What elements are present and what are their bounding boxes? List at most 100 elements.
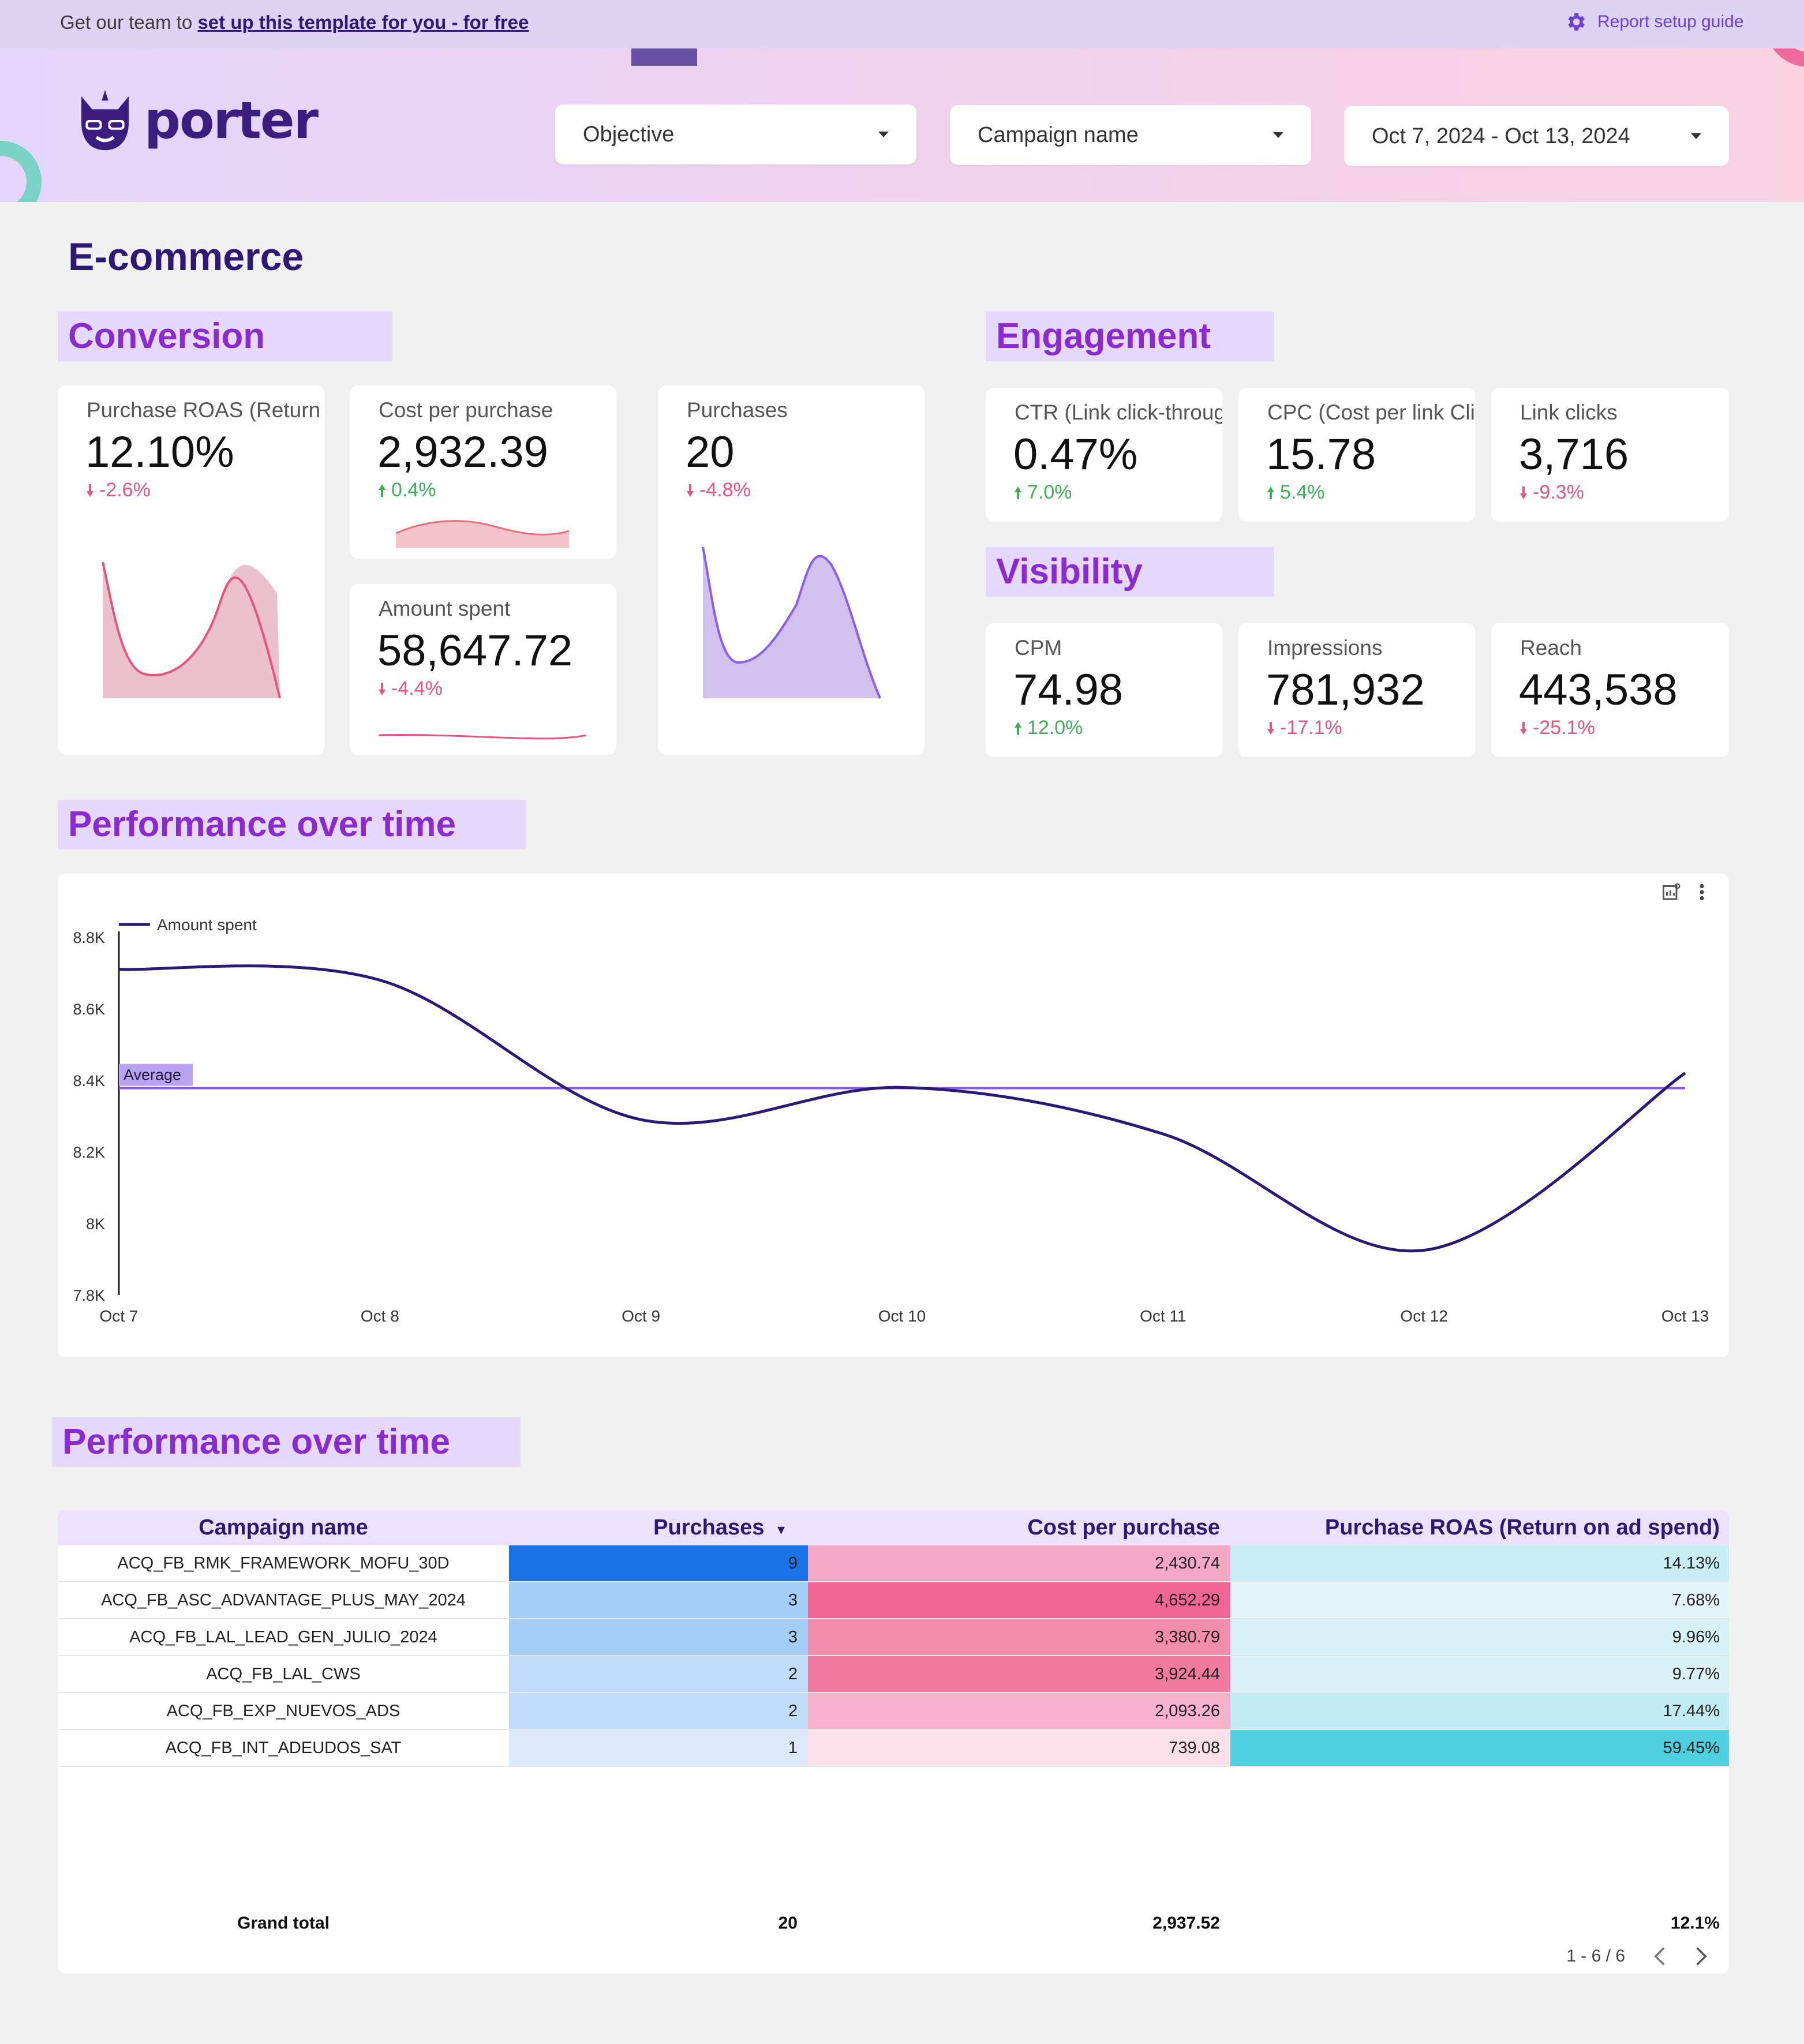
kpi-label: CPC (Cost per link Click) [1267, 400, 1475, 424]
kpi-label: Link clicks [1520, 400, 1618, 424]
roas-sparkline [102, 561, 281, 699]
chevron-down-icon [1691, 133, 1701, 139]
explore-chart-icon[interactable] [1661, 882, 1682, 903]
promo-text: Get our team to set up this template for… [60, 12, 529, 33]
section-performance-table: Performance over time [52, 1417, 521, 1467]
kpi-delta-value: 12.0% [1027, 717, 1083, 739]
column-header-roas[interactable]: Purchase ROAS (Return on ad spend) [1230, 1510, 1729, 1545]
y-tick-label: 8K [86, 1215, 105, 1233]
campaign-name-cell: ACQ_FB_RMK_FRAMEWORK_MOFU_30D [117, 1554, 450, 1573]
report-setup-guide-link[interactable]: Report setup guide [1564, 10, 1744, 33]
column-header-cost-per-purchase[interactable]: Cost per purchase [808, 1510, 1230, 1545]
x-tick-label: Oct 13 [1661, 1307, 1709, 1325]
kpi-delta: 7.0% [1015, 481, 1072, 504]
chevron-left-icon[interactable] [1653, 1946, 1667, 1967]
arrow-down-icon [1520, 486, 1527, 499]
campaign-name-filter[interactable]: Campaign name [950, 105, 1311, 165]
chart-plot-area: Amount spent 8.8K 8.6K 8.4K 8.2K 8K 7.8K Oct … [73, 916, 1709, 1325]
cost-per-purchase-cell: 2,093.26 [808, 1693, 1230, 1729]
kpi-label: Amount spent [379, 597, 511, 620]
kpi-delta-value: -17.1% [1280, 717, 1342, 739]
roas-cell: 59.45% [1230, 1730, 1729, 1766]
kpi-value: 20 [686, 428, 735, 477]
roas-cell: 9.77% [1230, 1656, 1729, 1692]
kpi-card-reach: Reach 443,538 -25.1% [1491, 623, 1729, 757]
kpi-value: 781,932 [1266, 665, 1425, 714]
kpi-value: 0.47% [1013, 430, 1138, 479]
x-tick-label: Oct 9 [622, 1307, 660, 1325]
table-pagination: 1 - 6 / 6 [1566, 1946, 1708, 1967]
date-range-picker[interactable]: Oct 7, 2024 - Oct 13, 2024 [1344, 106, 1729, 166]
cost-per-purchase-cell: 3,924.44 [808, 1656, 1230, 1692]
grand-total-cost-per-purchase: 2,937.52 [1152, 1914, 1220, 1933]
sort-descending-icon: ▾ [777, 1521, 785, 1538]
more-options-icon[interactable] [1698, 882, 1706, 903]
x-tick-label: Oct 11 [1140, 1307, 1186, 1325]
kpi-delta-value: -2.6% [99, 479, 151, 501]
legend-label-amount-spent: Amount spent [157, 916, 257, 934]
table-row[interactable]: ACQ_FB_LAL_LEAD_GEN_JULIO_2024 3 3,380.79 9… [58, 1619, 1729, 1656]
kpi-delta-value: -9.3% [1533, 481, 1584, 503]
column-header-purchases[interactable]: Purchases ▾ [509, 1510, 808, 1545]
arrow-down-icon [687, 484, 694, 497]
table-row[interactable]: ACQ_FB_RMK_FRAMEWORK_MOFU_30D 9 2,430.74 14… [58, 1545, 1729, 1582]
chevron-down-icon [878, 132, 889, 137]
average-label-background [119, 1064, 193, 1086]
kpi-delta-value: 0.4% [391, 479, 436, 501]
kpi-delta: -4.4% [379, 677, 443, 700]
campaign-name-cell: ACQ_FB_ASC_ADVANTAGE_PLUS_MAY_2024 [101, 1591, 466, 1609]
chart-legend: Amount spent [119, 916, 257, 934]
kpi-value: 2,932.39 [377, 428, 548, 477]
kpi-value: 443,538 [1519, 665, 1678, 714]
arrow-up-icon [1015, 721, 1021, 735]
porter-logo: porter [73, 85, 319, 155]
objective-filter-label: Objective [583, 122, 675, 147]
brand-name: porter [144, 90, 319, 150]
kpi-delta: -4.8% [687, 479, 751, 501]
x-tick-label: Oct 10 [878, 1307, 926, 1325]
cost-per-purchase-cell: 4,652.29 [808, 1582, 1230, 1618]
kpi-card-amount-spent: Amount spent 58,647.72 -4.4% [350, 584, 616, 755]
objective-filter[interactable]: Objective [555, 104, 916, 164]
report-header: porter Objective Campaign name Oct 7, 20… [0, 48, 1804, 202]
kpi-value: 15.78 [1266, 430, 1376, 479]
kpi-delta: -17.1% [1267, 717, 1342, 739]
purchases-cell: 1 [509, 1730, 808, 1766]
setup-template-link[interactable]: set up this template for you - for free [197, 12, 529, 33]
kpi-delta: -9.3% [1520, 481, 1584, 504]
x-tick-label: Oct 12 [1400, 1307, 1447, 1325]
y-tick-label: 8.2K [73, 1144, 105, 1161]
cost-per-purchase-sparkline [395, 520, 570, 548]
arrow-up-icon [1267, 486, 1274, 499]
decorative-tab [631, 48, 697, 66]
table-row[interactable]: ACQ_FB_EXP_NUEVOS_ADS 2 2,093.26 17.44% [58, 1693, 1729, 1730]
campaign-name-cell: ACQ_FB_LAL_LEAD_GEN_JULIO_2024 [129, 1628, 437, 1646]
arrow-up-icon [379, 484, 385, 497]
y-tick-label: 7.8K [73, 1287, 105, 1304]
date-range-label: Oct 7, 2024 - Oct 13, 2024 [1372, 123, 1630, 148]
arrow-down-icon [1267, 721, 1274, 735]
page-title: E-commerce [68, 235, 304, 279]
kpi-label: Impressions [1267, 636, 1383, 660]
chevron-right-icon[interactable] [1694, 1946, 1708, 1967]
table-row[interactable]: ACQ_FB_LAL_CWS 2 3,924.44 9.77% [58, 1656, 1729, 1693]
kpi-label: Purchases [687, 398, 788, 422]
section-performance-chart: Performance over time [58, 800, 526, 849]
y-tick-label: 8.8K [73, 929, 105, 946]
column-header-campaign-name[interactable]: Campaign name [58, 1510, 509, 1545]
kpi-delta-value: 5.4% [1280, 481, 1325, 503]
column-header-purchases-label: Purchases [653, 1515, 765, 1540]
campaign-name-cell: ACQ_FB_LAL_CWS [206, 1665, 361, 1683]
grand-total-purchases: 20 [778, 1914, 798, 1933]
purchases-sparkline [702, 547, 881, 699]
grand-total-roas: 12.1% [1670, 1914, 1720, 1933]
table-row[interactable]: ACQ_FB_ASC_ADVANTAGE_PLUS_MAY_2024 3 4,652… [58, 1582, 1729, 1619]
y-tick-label: 8.6K [73, 1001, 105, 1018]
arrow-up-icon [1015, 486, 1021, 499]
purchases-cell: 3 [509, 1582, 808, 1618]
kpi-delta-value: 7.0% [1027, 481, 1072, 503]
kpi-card-cpm: CPM 74.98 12.0% [986, 623, 1222, 757]
kpi-delta: 0.4% [379, 479, 436, 501]
kpi-value: 12.10% [85, 428, 234, 477]
table-row[interactable]: ACQ_FB_INT_ADEUDOS_SAT 1 739.08 59.45% [58, 1730, 1729, 1767]
